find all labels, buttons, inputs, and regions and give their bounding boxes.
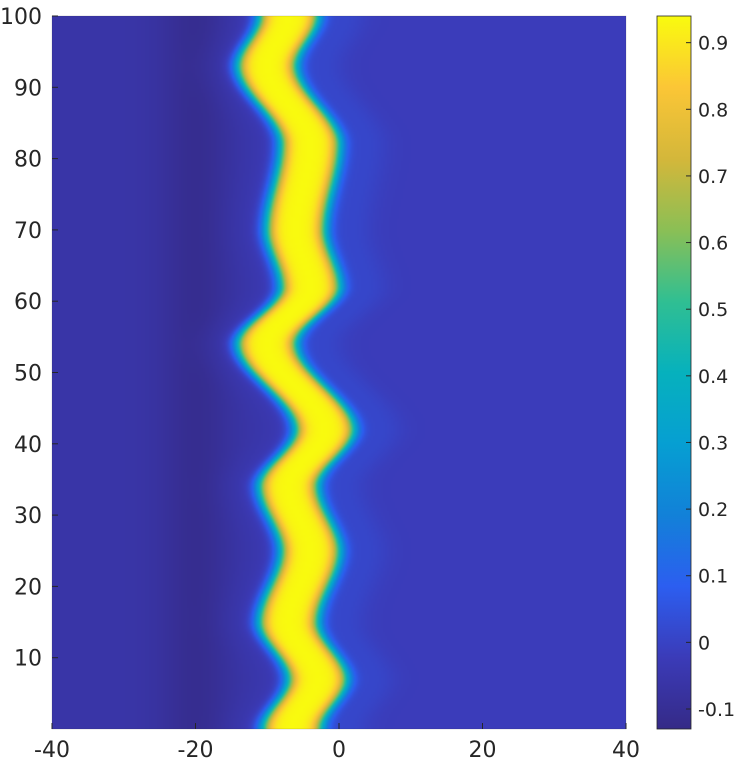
colorbar-tick-label: 0 bbox=[698, 632, 710, 654]
colorbar-tick-label: 0.6 bbox=[698, 233, 728, 255]
colorbar-tick-label: 0.4 bbox=[698, 366, 728, 388]
x-tick-label: 0 bbox=[332, 738, 346, 760]
y-tick-label: 100 bbox=[0, 5, 42, 30]
y-tick-label: 80 bbox=[14, 148, 42, 173]
heatmap-surface bbox=[52, 16, 626, 729]
colorbar-tick-label: -0.1 bbox=[698, 699, 734, 721]
x-tick-label: 40 bbox=[612, 738, 640, 760]
y-axis: 10 20 30 40 50 60 70 80 90 100 bbox=[0, 5, 58, 672]
colorbar-axis: -0.1 0 0.1 0.2 0.3 0.4 0.5 0.6 0.7 0.8 0.9 bbox=[686, 33, 734, 721]
colorbar-tick-label: 0.9 bbox=[698, 33, 728, 55]
colorbar-tick-label: 0.5 bbox=[698, 299, 728, 321]
y-tick-label: 20 bbox=[14, 575, 42, 600]
colorbar-frame bbox=[656, 15, 692, 730]
y-tick-label: 60 bbox=[14, 290, 42, 315]
x-tick-label: -40 bbox=[34, 738, 70, 760]
x-tick-label: -20 bbox=[178, 738, 214, 760]
y-tick-label: 10 bbox=[14, 647, 42, 672]
colorbar-tick-label: 0.1 bbox=[698, 566, 728, 588]
y-tick-label: 40 bbox=[14, 433, 42, 458]
colorbar-tick-label: 0.3 bbox=[698, 432, 728, 454]
colorbar bbox=[657, 16, 691, 729]
y-tick-label: 50 bbox=[14, 362, 42, 387]
y-tick-label: 70 bbox=[14, 219, 42, 244]
x-axis: -40 -20 0 20 40 bbox=[34, 723, 640, 760]
y-tick-label: 30 bbox=[14, 504, 42, 529]
colorbar-tick-label: 0.7 bbox=[698, 166, 728, 188]
y-tick-label: 90 bbox=[14, 76, 42, 101]
colorbar-tick-label: 0.2 bbox=[698, 499, 728, 521]
x-tick-label: 20 bbox=[469, 738, 497, 760]
colorbar-tick-label: 0.8 bbox=[698, 99, 728, 121]
